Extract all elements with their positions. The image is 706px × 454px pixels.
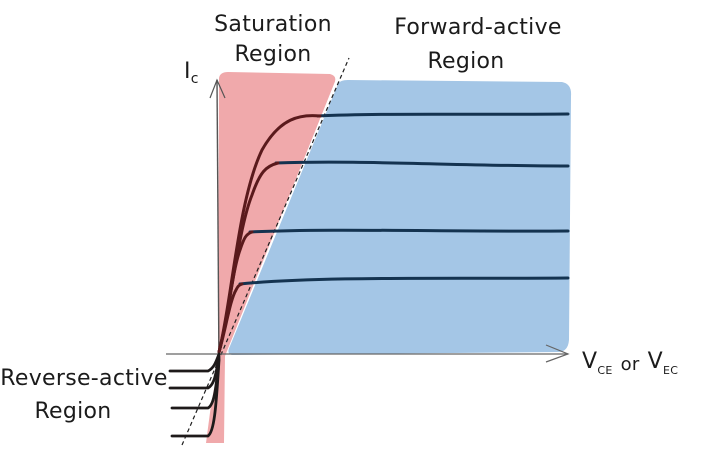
reverse-active-curves — [168, 352, 221, 438]
x-axis-label-v2: V — [648, 349, 663, 374]
reverse-curve-4 — [170, 358, 221, 438]
forward-active-label-line2: Region — [427, 49, 504, 74]
y-axis-label: Ic — [184, 59, 199, 87]
forward-curve-4 — [238, 276, 570, 286]
reverse-active-label-line2: Region — [34, 399, 111, 424]
forward-active-label-line1: Forward-active — [394, 15, 561, 40]
saturation-region — [206, 72, 336, 443]
saturation-boundary-dashed-line — [181, 57, 350, 446]
forward-active-region — [228, 80, 572, 355]
saturation-label-line2: Region — [234, 42, 311, 67]
forward-curve-2 — [274, 160, 570, 168]
saturation-label-line1: Saturation — [214, 12, 332, 37]
x-axis-label: VCE or VEC — [582, 349, 678, 377]
y-axis-label-subscript: c — [191, 71, 199, 87]
forward-active-curves — [238, 112, 570, 286]
x-axis-arrowhead — [545, 344, 570, 363]
y-axis-label-main: I — [184, 59, 191, 84]
y-axis — [216, 79, 220, 371]
y-axis-arrowhead — [209, 78, 226, 99]
saturation-curves — [217, 114, 322, 354]
x-axis-label-v1: V — [582, 349, 597, 374]
reverse-active-label-line1: Reverse-active — [0, 366, 167, 391]
forward-curve-1 — [316, 112, 570, 118]
x-axis-label-sub1: CE — [597, 364, 612, 377]
saturation-curve-4 — [217, 282, 244, 354]
reverse-curve-1 — [168, 352, 221, 373]
forward-curve-3 — [248, 228, 570, 234]
x-axis-label-sub2: EC — [663, 364, 678, 377]
x-axis-label-or: or — [621, 354, 640, 375]
